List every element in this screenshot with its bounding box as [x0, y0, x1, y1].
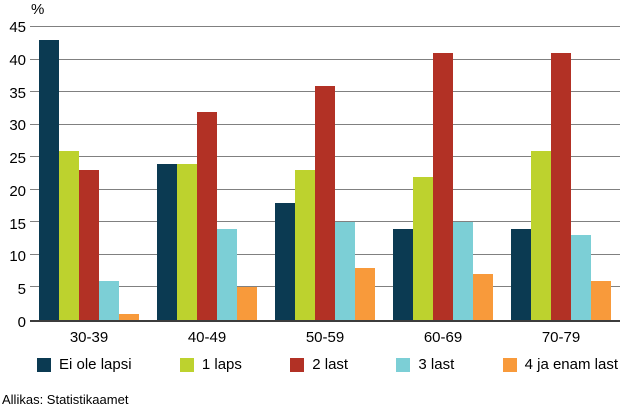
bar-group-50-59: [266, 27, 384, 320]
x-axis-labels: 30-39 40-49 50-59 60-69 70-79: [30, 329, 620, 346]
gridline: [30, 58, 620, 60]
bar: [275, 202, 295, 320]
bar: [315, 85, 335, 320]
legend-item: 2 last: [290, 356, 348, 373]
bar: [237, 287, 257, 320]
bar: [551, 53, 571, 320]
bar: [79, 170, 99, 320]
bar: [295, 170, 315, 320]
y-tick-label: 45: [9, 19, 26, 36]
bar: [99, 280, 119, 320]
bar: [177, 163, 197, 320]
bar: [571, 235, 591, 320]
legend-swatch-icon: [502, 357, 517, 372]
bar: [355, 267, 375, 320]
legend-item: Ei ole lapsi: [37, 356, 132, 373]
x-axis-label: 60-69: [423, 329, 463, 346]
legend-label: 4 ja enam last: [524, 356, 618, 373]
bar: [157, 163, 177, 320]
legend-label: 3 last: [418, 356, 455, 373]
bar-group-60-69: [384, 27, 502, 320]
bar: [393, 228, 413, 320]
x-axis-label: 30-39: [69, 329, 109, 346]
legend-swatch-icon: [290, 357, 305, 372]
bar: [511, 228, 531, 320]
bar: [39, 40, 59, 320]
gridline: [30, 26, 620, 27]
source-note: Allikas: Statistikaamet: [2, 392, 129, 407]
legend-label: 1 laps: [201, 356, 242, 373]
legend: Ei ole lapsi 1 laps 2 last 3 last 4 ja enam …: [37, 356, 618, 373]
bar: [433, 53, 453, 320]
x-axis-label: 40-49: [187, 329, 227, 346]
bar: [591, 280, 611, 320]
y-tick-label: 25: [9, 150, 26, 168]
legend-label: 2 last: [312, 356, 349, 373]
bar-group-70-79: [502, 27, 620, 320]
legend-swatch-icon: [396, 357, 411, 372]
plot-area: [30, 26, 620, 322]
bar: [197, 111, 217, 320]
bar-groups: [30, 27, 620, 320]
bar: [473, 274, 493, 320]
bar: [531, 150, 551, 320]
bar: [453, 222, 473, 320]
bar: [217, 228, 237, 320]
legend-swatch-icon: [179, 357, 194, 372]
x-axis-label: 50-59: [305, 329, 345, 346]
y-tick-label: 0: [17, 314, 26, 331]
y-tick-label: 15: [9, 215, 26, 233]
bar: [335, 222, 355, 320]
x-axis-label: 70-79: [541, 329, 581, 346]
legend-item: 3 last: [396, 356, 454, 373]
y-tick-label: 30: [9, 117, 26, 135]
y-tick-label: 35: [9, 84, 26, 102]
legend-item: 1 laps: [179, 356, 242, 373]
y-tick-label: 10: [9, 248, 26, 266]
legend-label: Ei ole lapsi: [59, 356, 132, 373]
bar-group-40-49: [148, 27, 266, 320]
legend-swatch-icon: [37, 357, 51, 372]
y-tick-label: 40: [9, 51, 26, 69]
y-tick-label: 5: [17, 281, 26, 299]
legend-item: 4 ja enam last: [502, 356, 618, 373]
bar: [59, 150, 79, 320]
bar: [119, 313, 139, 320]
y-tick-label: 20: [9, 182, 26, 200]
y-axis-unit-label: %: [31, 1, 45, 18]
bar: [413, 176, 433, 320]
bar-group-30-39: [30, 27, 148, 320]
